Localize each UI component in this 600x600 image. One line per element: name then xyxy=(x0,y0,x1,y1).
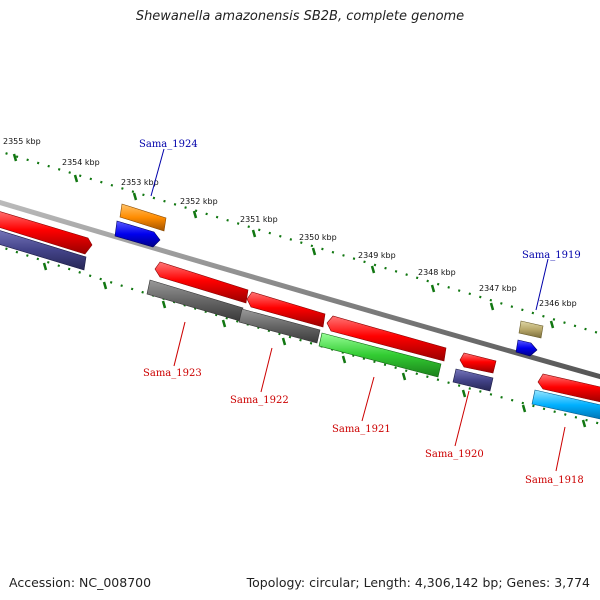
scale-label-2352: 2352 kbp xyxy=(180,197,218,206)
cds-arrow xyxy=(326,315,447,362)
gene-label-sama-1920: Sama_1920 xyxy=(425,449,484,460)
gene-bar-sama-1918 xyxy=(531,389,600,420)
gene-arrow-sama-1919-tan xyxy=(518,320,544,339)
scale-label-2353: 2353 kbp xyxy=(121,178,159,187)
scale-label-2346: 2346 kbp xyxy=(539,299,577,308)
gene-arrow-sama-1924-orange xyxy=(119,203,167,232)
gene-bar-sama-1921 xyxy=(318,332,442,378)
gene-label-sama-1918: Sama_1918 xyxy=(525,475,584,486)
cds-arrow xyxy=(246,291,326,328)
inner-scale-track xyxy=(0,245,600,425)
scale-label-2349: 2349 kbp xyxy=(358,251,396,260)
scale-label-2347: 2347 kbp xyxy=(479,284,517,293)
cds-arrow xyxy=(537,373,600,403)
outer-scale-ticks xyxy=(12,153,555,329)
scale-label-2348: 2348 kbp xyxy=(418,268,456,277)
inner-scale-ticks xyxy=(42,262,587,428)
gene-bar-sama-1920 xyxy=(452,368,494,392)
gene-label-sama-1922: Sama_1922 xyxy=(230,395,289,406)
gene-label-sama-1919: Sama_1919 xyxy=(522,250,581,261)
gene-bar-sama-1922 xyxy=(238,308,321,344)
gene-label-sama-1924: Sama_1924 xyxy=(139,139,198,150)
scale-labels: 2355 kbp 2354 kbp 2353 kbp 2352 kbp 2351… xyxy=(3,137,577,308)
scale-label-2355: 2355 kbp xyxy=(3,137,41,146)
gene-label-sama-1923: Sama_1923 xyxy=(143,368,202,379)
genome-title: Shewanella amazonensis SB2B, complete ge… xyxy=(135,9,465,24)
gene-bar-purple xyxy=(0,230,87,271)
accession-text: Accession: NC_008700 xyxy=(9,575,152,590)
gene-labels: Sama_1924 Sama_1919 Sama_1923 Sama_1922 … xyxy=(139,139,584,486)
scale-label-2354: 2354 kbp xyxy=(62,158,100,167)
genome-backbone xyxy=(0,199,600,380)
cds-arrow xyxy=(459,352,497,374)
gene-label-sama-1921: Sama_1921 xyxy=(332,424,391,435)
cds-arrow xyxy=(0,211,93,255)
gene-arrow-sama-1924-blue xyxy=(114,220,161,248)
gene-arrow-sama-1919-blue xyxy=(515,339,538,357)
topology-text: Topology: circular; Length: 4,306,142 bp… xyxy=(246,575,590,590)
scale-label-2350: 2350 kbp xyxy=(299,233,337,242)
scale-label-2351: 2351 kbp xyxy=(240,215,278,224)
label-leaders xyxy=(150,148,566,472)
cds-arrow xyxy=(154,261,249,304)
